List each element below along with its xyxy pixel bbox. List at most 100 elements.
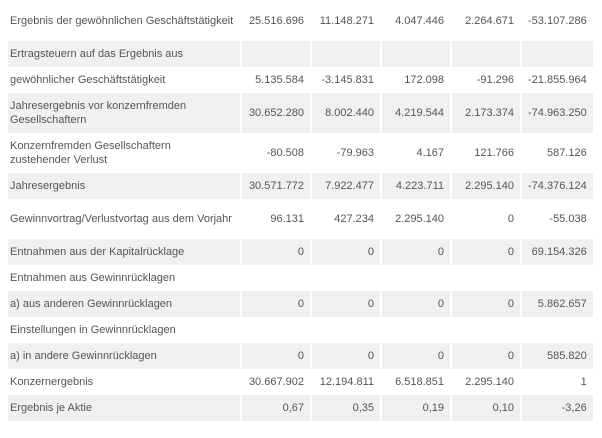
value-cell: -3,26 <box>522 395 593 421</box>
row-label: Ergebnis der gewöhnlichen Geschäftstätig… <box>10 15 234 27</box>
value-cell: 30.571.772 <box>242 173 310 199</box>
row-label: Ertragsteuern auf das Ergebnis aus <box>8 41 240 67</box>
value-cell: 11.148.271 <box>319 15 374 27</box>
value-cell <box>452 265 520 291</box>
table-row: Entnahmen aus der Kapitalrücklage 0 0 0 0 69.… <box>8 239 593 265</box>
value-cell: 2.173.374 <box>452 93 520 133</box>
value-cell: 30.652.280 <box>242 93 310 133</box>
value-cell <box>522 317 593 343</box>
value-cell: 0 <box>242 239 310 265</box>
value-cell <box>242 317 310 343</box>
value-cell <box>452 317 520 343</box>
value-cell <box>312 41 380 67</box>
row-label: Entnahmen aus der Kapitalrücklage <box>8 239 240 265</box>
value-cell: 0 <box>452 239 520 265</box>
value-cell: 4.167 <box>416 147 444 159</box>
value-cell: 30.667.902 <box>248 376 304 388</box>
value-cell: 1 <box>580 376 587 388</box>
table-row: Jahresergebnis vor konzernfremden Gesell… <box>8 93 593 133</box>
row-label: Konzernfremden Gesellschaftern zustehend… <box>10 140 171 166</box>
value-cell: 96.131 <box>270 213 304 225</box>
value-cell <box>312 317 380 343</box>
value-cell: 0 <box>452 343 520 369</box>
table-row: a) in andere Gewinnrücklagen 0 0 0 0 585.820 <box>8 343 593 369</box>
row-label: Einstellungen in Gewinnrücklagen <box>10 324 176 336</box>
value-cell <box>452 41 520 67</box>
row-label: Entnahmen aus Gewinnrücklagen <box>10 272 176 284</box>
value-cell: 0 <box>242 291 310 317</box>
value-cell: 121.766 <box>474 147 514 159</box>
row-label: Konzernergebnis <box>10 376 94 388</box>
value-cell <box>242 265 310 291</box>
value-cell: 0 <box>382 239 450 265</box>
row-label: Ergebnis je Aktie <box>8 395 240 421</box>
value-cell: -79.963 <box>336 147 374 159</box>
value-cell: 0 <box>507 213 514 225</box>
value-cell: 0 <box>382 343 450 369</box>
value-cell: 5.135.584 <box>255 74 304 86</box>
row-label: a) in andere Gewinnrücklagen <box>8 343 240 369</box>
value-cell <box>242 41 310 67</box>
table-row: Gewinnvortrag/Verlustvortag aus dem Vorj… <box>8 199 593 239</box>
value-cell: 2.264.671 <box>465 15 514 27</box>
table-row: Entnahmen aus Gewinnrücklagen <box>8 265 593 291</box>
value-cell: 4.047.446 <box>395 15 444 27</box>
value-cell: 0,35 <box>312 395 380 421</box>
value-cell: -53.107.286 <box>528 15 587 27</box>
table-row: Ergebnis je Aktie 0,67 0,35 0,19 0,10 -3,26 <box>8 395 593 421</box>
value-cell: 0 <box>242 343 310 369</box>
value-cell: 8.002.440 <box>312 93 380 133</box>
value-cell: 2.295.140 <box>395 213 444 225</box>
table-row: Jahresergebnis 30.571.772 7.922.477 4.223.7… <box>8 173 593 199</box>
value-cell: 25.516.696 <box>248 15 304 27</box>
value-cell: 0,10 <box>452 395 520 421</box>
value-cell: -3.145.831 <box>321 74 374 86</box>
financial-table: Ergebnis der gewöhnlichen Geschäftstätig… <box>6 1 595 421</box>
value-cell: 585.820 <box>522 343 593 369</box>
value-cell: 5.862.657 <box>522 291 593 317</box>
value-cell <box>312 265 380 291</box>
row-label: gewöhnlicher Geschäftstätigkeit <box>10 74 166 86</box>
value-cell: 0,67 <box>242 395 310 421</box>
value-cell: -74.963.250 <box>522 93 593 133</box>
value-cell: -55.038 <box>549 213 587 225</box>
table-row: Konzernfremden Gesellschaftern zustehend… <box>8 133 593 173</box>
value-cell: 4.219.544 <box>382 93 450 133</box>
value-cell: 2.295.140 <box>452 173 520 199</box>
value-cell: 0 <box>312 239 380 265</box>
table-row: gewöhnlicher Geschäftstätigkeit 5.135.584… <box>8 67 593 93</box>
value-cell: 7.922.477 <box>312 173 380 199</box>
value-cell: 0 <box>382 291 450 317</box>
row-label: Jahresergebnis vor konzernfremden Gesell… <box>8 93 240 133</box>
value-cell: 69.154.326 <box>522 239 593 265</box>
table-row: Ertragsteuern auf das Ergebnis aus <box>8 41 593 67</box>
value-cell: 6.518.851 <box>395 376 444 388</box>
value-cell: -74.376.124 <box>522 173 593 199</box>
table-row: Einstellungen in Gewinnrücklagen <box>8 317 593 343</box>
row-label: Gewinnvortrag/Verlustvortag aus dem Vorj… <box>10 213 232 225</box>
value-cell: -21.855.964 <box>528 74 587 86</box>
value-cell: -91.296 <box>476 74 514 86</box>
value-cell <box>522 41 593 67</box>
table-row: Ergebnis der gewöhnlichen Geschäftstätig… <box>8 1 593 41</box>
value-cell: 0 <box>312 291 380 317</box>
value-cell: 172.098 <box>404 74 444 86</box>
table-row: a) aus anderen Gewinnrücklagen 0 0 0 0 5.862.… <box>8 291 593 317</box>
value-cell <box>382 41 450 67</box>
value-cell: 587.126 <box>546 147 587 159</box>
value-cell: 12.194.811 <box>319 376 374 388</box>
value-cell: 0,19 <box>382 395 450 421</box>
value-cell: 4.223.711 <box>382 173 450 199</box>
value-cell: 2.295.140 <box>465 376 514 388</box>
table-row: Konzernergebnis 30.667.902 12.194.811 6.518… <box>8 369 593 395</box>
row-label: a) aus anderen Gewinnrücklagen <box>8 291 240 317</box>
row-label: Jahresergebnis <box>8 173 240 199</box>
value-cell <box>522 265 593 291</box>
value-cell: -80.508 <box>266 147 304 159</box>
table-body: Ergebnis der gewöhnlichen Geschäftstätig… <box>8 1 593 421</box>
value-cell: 0 <box>312 343 380 369</box>
value-cell <box>382 317 450 343</box>
value-cell <box>382 265 450 291</box>
value-cell: 0 <box>452 291 520 317</box>
value-cell: 427.234 <box>334 213 374 225</box>
